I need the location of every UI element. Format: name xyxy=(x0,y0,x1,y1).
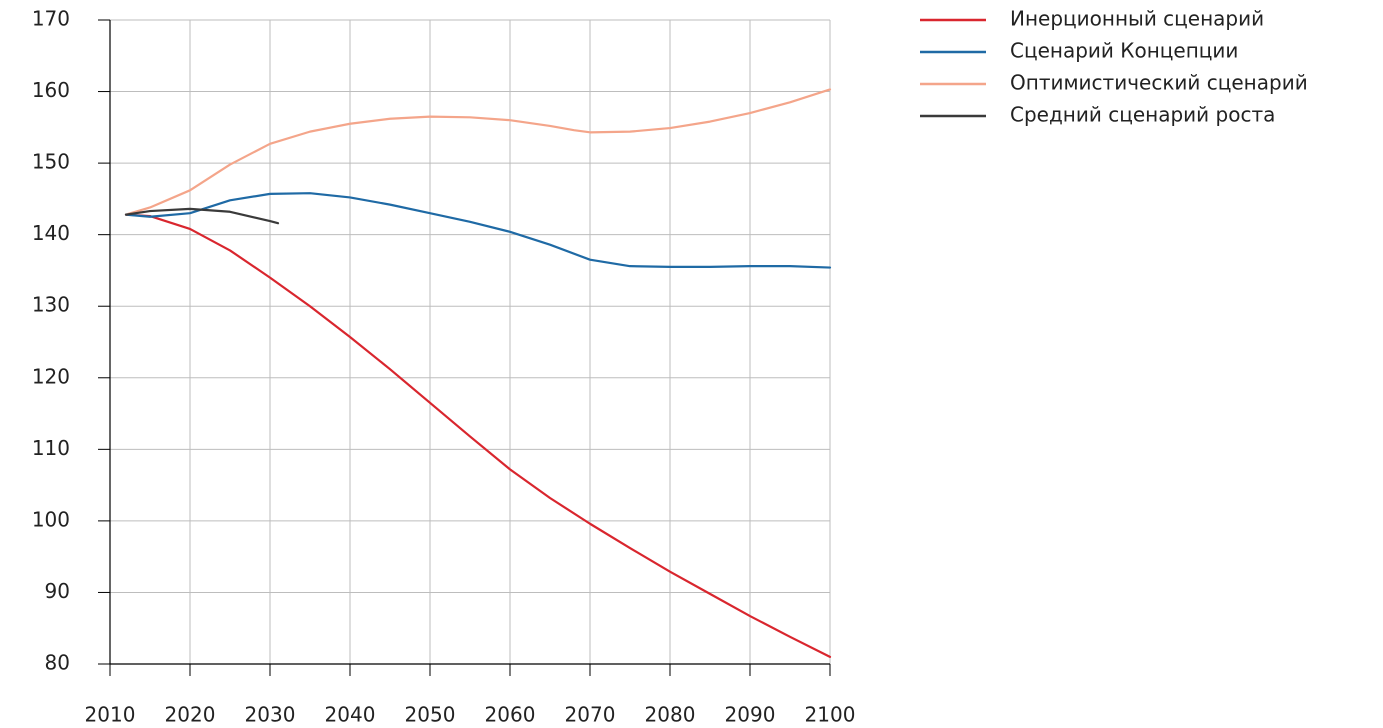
legend-label: Сценарий Концепции xyxy=(1010,39,1238,63)
x-tick-label: 2060 xyxy=(485,703,536,727)
y-tick-label: 120 xyxy=(32,364,70,388)
legend-label: Оптимистический сценарий xyxy=(1010,71,1308,95)
legend-label: Средний сценарий роста xyxy=(1010,103,1275,127)
x-tick-label: 2040 xyxy=(325,703,376,727)
x-tick-label: 2090 xyxy=(725,703,776,727)
series-line xyxy=(124,192,832,269)
y-tick-label: 90 xyxy=(45,579,70,603)
y-tick-label: 160 xyxy=(32,78,70,102)
y-tick-label: 80 xyxy=(45,651,70,675)
y-tick-label: 130 xyxy=(32,293,70,317)
x-tick-label: 2020 xyxy=(165,703,216,727)
series-line xyxy=(124,207,280,225)
x-tick-label: 2030 xyxy=(245,703,296,727)
series-line xyxy=(124,88,832,216)
y-tick-label: 170 xyxy=(32,7,70,31)
x-tick-label: 2080 xyxy=(645,703,696,727)
series-line xyxy=(124,213,832,658)
x-tick-label: 2010 xyxy=(85,703,136,727)
x-tick-label: 2070 xyxy=(565,703,616,727)
y-tick-label: 150 xyxy=(32,150,70,174)
y-tick-label: 100 xyxy=(32,507,70,531)
y-tick-label: 140 xyxy=(32,221,70,245)
legend-label: Инерционный сценарий xyxy=(1010,7,1264,31)
x-tick-label: 2050 xyxy=(405,703,456,727)
y-tick-label: 110 xyxy=(32,436,70,460)
x-tick-label: 2100 xyxy=(805,703,856,727)
